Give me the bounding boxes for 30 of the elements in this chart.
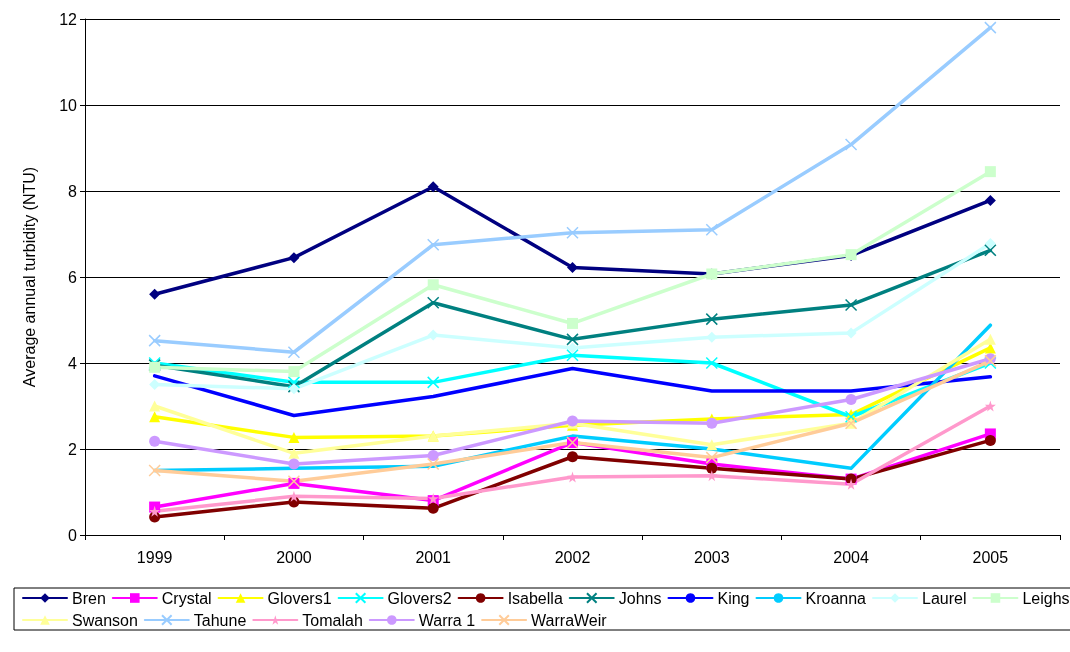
x-tick-label: 2005 [972, 548, 1009, 566]
y-tick-label: 12 [59, 10, 78, 28]
x-tick-label: 1999 [136, 548, 173, 566]
legend-label: Laurel [921, 589, 967, 607]
y-tick-label: 2 [68, 440, 78, 458]
x-tick-label: 2002 [554, 548, 591, 566]
legend-label: Swanson [72, 611, 138, 629]
legend-label: Tahune [193, 611, 247, 629]
legend-label: Glovers1 [267, 589, 332, 607]
legend-label: Kroanna [805, 589, 867, 607]
y-tick-label: 8 [68, 182, 78, 200]
y-axis-title: Average annual turbidity (NTU) [20, 166, 38, 388]
y-tick-label: 0 [68, 526, 78, 544]
legend-label: Crystal [161, 589, 212, 607]
legend-label: WarraWeir [531, 611, 608, 629]
legend-label: Bren [72, 589, 106, 607]
legend-label: Tomalah [302, 611, 363, 629]
x-tick-label: 2001 [415, 548, 452, 566]
legend-label: Johns [618, 589, 662, 607]
legend-label: Isabella [507, 589, 563, 607]
legend-label: Glovers2 [387, 589, 452, 607]
legend-label: Warra 1 [418, 611, 476, 629]
x-tick-label: 2003 [693, 548, 730, 566]
y-tick-label: 6 [68, 268, 78, 286]
y-tick-label: 4 [68, 354, 78, 372]
legend-label: Leighs [1022, 589, 1070, 607]
y-tick-label: 10 [59, 96, 78, 114]
legend-label: King [717, 589, 750, 607]
x-tick-label: 2000 [276, 548, 312, 566]
x-tick-label: 2004 [833, 548, 869, 566]
